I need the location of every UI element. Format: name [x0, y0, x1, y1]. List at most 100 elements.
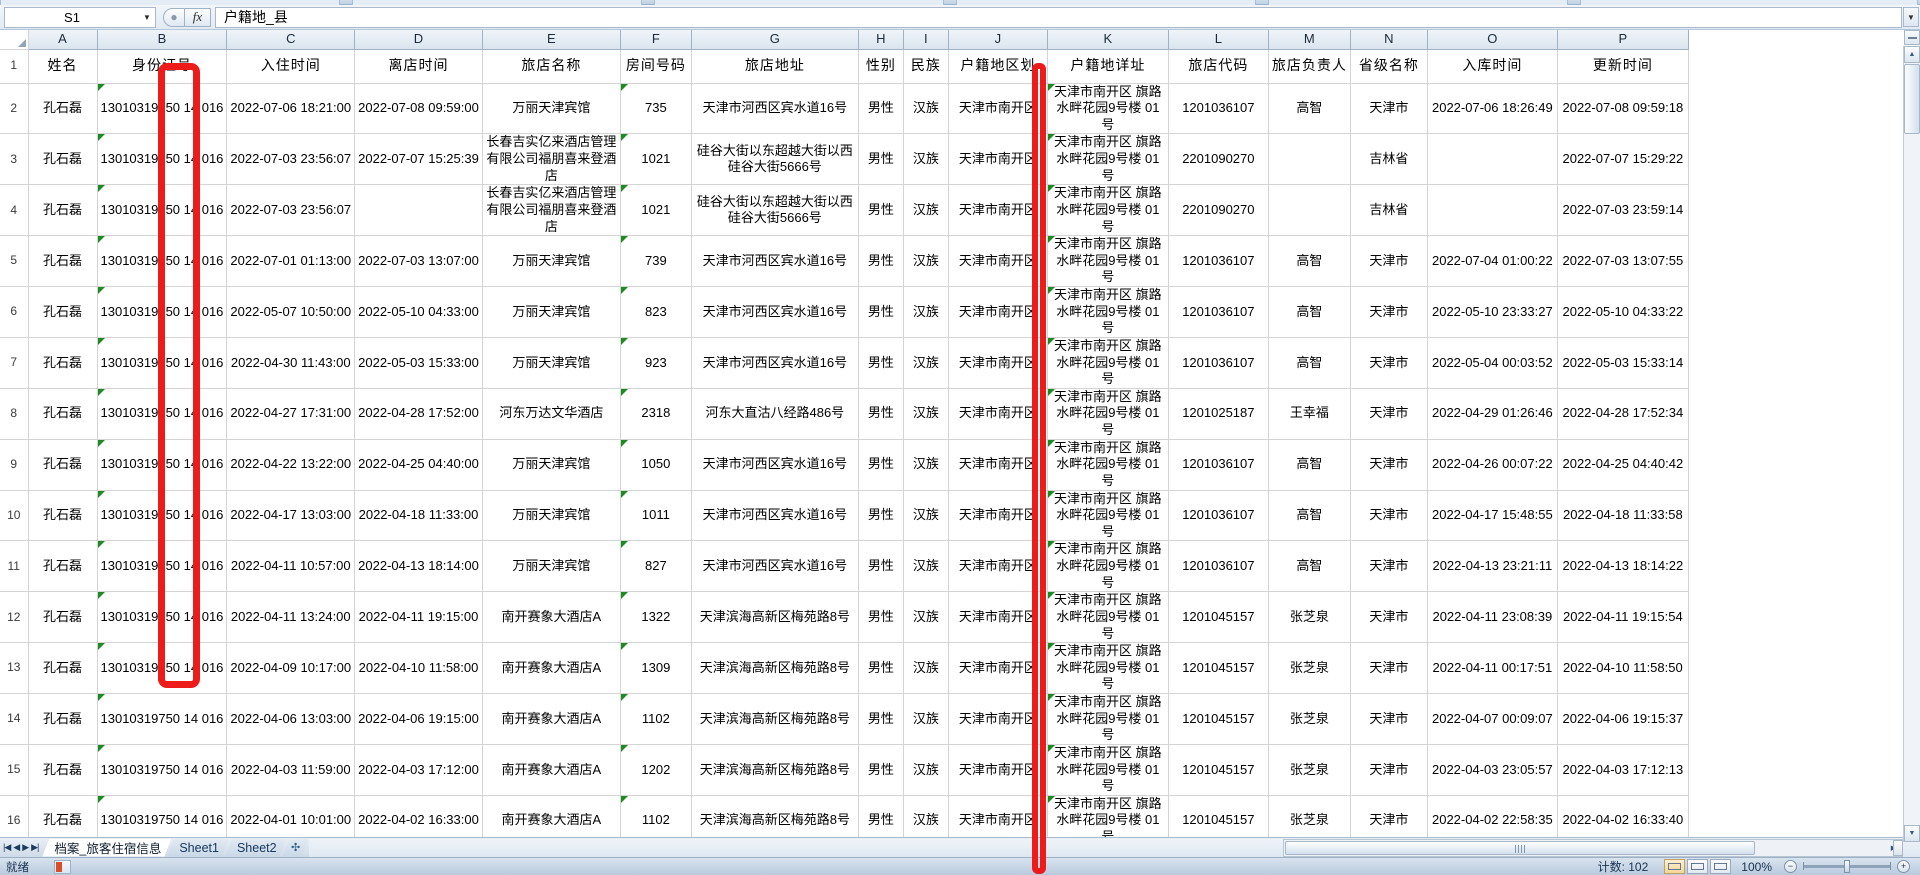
table-cell[interactable]: 天津市南开区 旗路水畔花园9号楼 01号 [1047, 693, 1169, 745]
table-cell[interactable]: 孔石磊 [28, 540, 98, 593]
table-cell[interactable]: 1201036107 [1168, 235, 1269, 287]
table-cell[interactable]: 男性 [858, 83, 904, 135]
table-cell[interactable]: 2022-04-13 18:14:00 [354, 540, 483, 593]
table-cell[interactable]: 天津市南开区 旗路水畔花园9号楼 01号 [1047, 235, 1169, 287]
expand-formula-bar-icon[interactable]: ▼ [1903, 7, 1919, 27]
table-cell[interactable]: 高智 [1268, 337, 1351, 389]
row-header[interactable]: 9 [0, 439, 29, 491]
column-header-a[interactable]: A [28, 30, 98, 50]
normal-view-icon[interactable] [1664, 859, 1686, 874]
table-cell[interactable]: 万丽天津宾馆 [482, 337, 621, 389]
table-cell[interactable]: 汉族 [903, 286, 949, 338]
table-cell[interactable]: 王幸福 [1268, 388, 1351, 440]
table-cell[interactable]: 13010319750 14 016 [97, 83, 228, 135]
table-cell[interactable]: 2022-07-03 23:56:07 [226, 133, 356, 186]
scroll-end-handle[interactable] [1893, 840, 1903, 856]
table-cell[interactable]: 天津市南开区 [948, 439, 1048, 491]
row-header[interactable]: 11 [0, 540, 29, 593]
table-cell[interactable]: 张芝泉 [1268, 795, 1351, 842]
table-cell[interactable]: 高智 [1268, 439, 1351, 491]
table-cell[interactable]: 2022-04-18 11:33:00 [354, 490, 483, 542]
table-cell[interactable]: 13010319750 14 016 [97, 540, 228, 593]
table-cell[interactable]: 孔石磊 [28, 133, 98, 186]
table-cell[interactable]: 天津市 [1350, 490, 1428, 542]
table-cell[interactable]: 男性 [858, 439, 904, 491]
formula-input[interactable]: 户籍地_县 [215, 6, 1902, 28]
table-cell[interactable]: 1011 [620, 490, 692, 542]
table-cell[interactable]: 孔石磊 [28, 642, 98, 694]
table-cell[interactable] [1268, 133, 1351, 186]
table-cell[interactable]: 天津市 [1350, 337, 1428, 389]
table-cell[interactable]: 天津市河西区宾水道16号 [691, 540, 859, 593]
table-cell[interactable]: 高智 [1268, 540, 1351, 593]
table-cell[interactable]: 天津市 [1350, 642, 1428, 694]
table-cell[interactable]: 万丽天津宾馆 [482, 439, 621, 491]
table-cell[interactable]: 汉族 [903, 388, 949, 440]
table-row[interactable]: 3 孔石磊 13010319750 14 016 2022-07-03 23:56:0… [0, 133, 1689, 186]
column-title-cell[interactable]: 旅店代码 [1168, 49, 1269, 84]
table-cell[interactable]: 2318 [620, 388, 692, 440]
table-row[interactable]: 10 孔石磊 13010319750 14 016 2022-04-17 13:03:… [0, 490, 1689, 542]
table-cell[interactable]: 2022-04-27 17:31:00 [226, 388, 356, 440]
first-sheet-icon[interactable]: |◀ [3, 842, 11, 852]
table-cell[interactable]: 2022-05-03 15:33:00 [354, 337, 483, 389]
scroll-up-icon[interactable]: ▲ [1904, 46, 1920, 63]
row-header[interactable]: 2 [0, 83, 29, 135]
table-cell[interactable]: 2022-04-07 00:09:07 [1427, 693, 1558, 745]
table-cell[interactable]: 1201045157 [1168, 693, 1269, 745]
table-cell[interactable]: 1021 [620, 184, 692, 237]
column-header-p[interactable]: P [1557, 30, 1689, 50]
table-cell[interactable]: 1309 [620, 642, 692, 694]
row-header[interactable]: 5 [0, 235, 29, 287]
table-cell[interactable]: 1021 [620, 133, 692, 186]
table-cell[interactable]: 天津市南开区 [948, 795, 1048, 842]
table-cell[interactable]: 天津市南开区 旗路水畔花园9号楼 01号 [1047, 388, 1169, 440]
table-row[interactable]: 9 孔石磊 13010319750 14 016 2022-04-22 13:22:0… [0, 439, 1689, 491]
table-cell[interactable]: 天津市南开区 旗路水畔花园9号楼 01号 [1047, 744, 1169, 796]
table-cell[interactable]: 13010319750 14 016 [97, 591, 228, 644]
table-cell[interactable]: 男性 [858, 286, 904, 338]
column-header-h[interactable]: H [858, 30, 904, 50]
table-cell[interactable]: 2022-04-17 13:03:00 [226, 490, 356, 542]
column-header-b[interactable]: B [97, 30, 228, 50]
table-cell[interactable]: 天津市南开区 旗路水畔花园9号楼 01号 [1047, 591, 1169, 644]
column-header-m[interactable]: M [1268, 30, 1351, 50]
table-cell[interactable] [1427, 184, 1558, 237]
table-cell[interactable]: 南开赛象大酒店A [482, 795, 621, 842]
table-cell[interactable]: 13010319750 14 016 [97, 235, 228, 287]
table-cell[interactable]: 2022-07-06 18:21:00 [226, 83, 356, 135]
table-cell[interactable]: 天津市南开区 旗路水畔花园9号楼 01号 [1047, 83, 1169, 135]
table-cell[interactable]: 2022-04-09 10:17:00 [226, 642, 356, 694]
last-sheet-icon[interactable]: ▶| [31, 842, 39, 852]
table-cell[interactable]: 天津市南开区 [948, 235, 1048, 287]
table-cell[interactable]: 天津市南开区 [948, 83, 1048, 135]
table-cell[interactable]: 男性 [858, 235, 904, 287]
table-cell[interactable]: 天津市南开区 [948, 693, 1048, 745]
table-cell[interactable]: 孔石磊 [28, 184, 98, 237]
table-cell[interactable]: 827 [620, 540, 692, 593]
table-cell[interactable]: 2022-04-02 16:33:00 [354, 795, 483, 842]
table-cell[interactable]: 天津市 [1350, 795, 1428, 842]
column-title-cell[interactable]: 入库时间 [1427, 49, 1558, 84]
table-cell[interactable]: 河东大直沽八经路486号 [691, 388, 859, 440]
table-cell[interactable]: 天津市南开区 旗路水畔花园9号楼 01号 [1047, 795, 1169, 842]
table-cell[interactable]: 汉族 [903, 490, 949, 542]
table-cell[interactable]: 男性 [858, 337, 904, 389]
insert-function-icon[interactable]: fx [185, 7, 211, 27]
table-cell[interactable]: 男性 [858, 795, 904, 842]
table-cell[interactable]: 2022-04-11 23:08:39 [1427, 591, 1558, 644]
next-sheet-icon[interactable]: ▶ [22, 842, 29, 852]
column-header-g[interactable]: G [691, 30, 859, 50]
table-cell[interactable]: 1201025187 [1168, 388, 1269, 440]
table-cell[interactable]: 天津市河西区宾水道16号 [691, 235, 859, 287]
macro-record-icon[interactable] [54, 859, 71, 874]
sheet-tab-sheet1[interactable]: Sheet1 [167, 839, 229, 857]
table-cell[interactable] [1427, 133, 1558, 186]
table-cell[interactable]: 13010319750 14 016 [97, 693, 228, 745]
table-cell[interactable]: 汉族 [903, 744, 949, 796]
split-handle[interactable] [1904, 30, 1920, 45]
column-title-cell[interactable]: 省级名称 [1350, 49, 1428, 84]
table-cell[interactable]: 天津市南开区 [948, 388, 1048, 440]
table-cell[interactable]: 2022-04-25 04:40:42 [1557, 439, 1689, 491]
table-row[interactable]: 13 孔石磊 13010319750 14 016 2022-04-09 10:17:… [0, 642, 1689, 694]
